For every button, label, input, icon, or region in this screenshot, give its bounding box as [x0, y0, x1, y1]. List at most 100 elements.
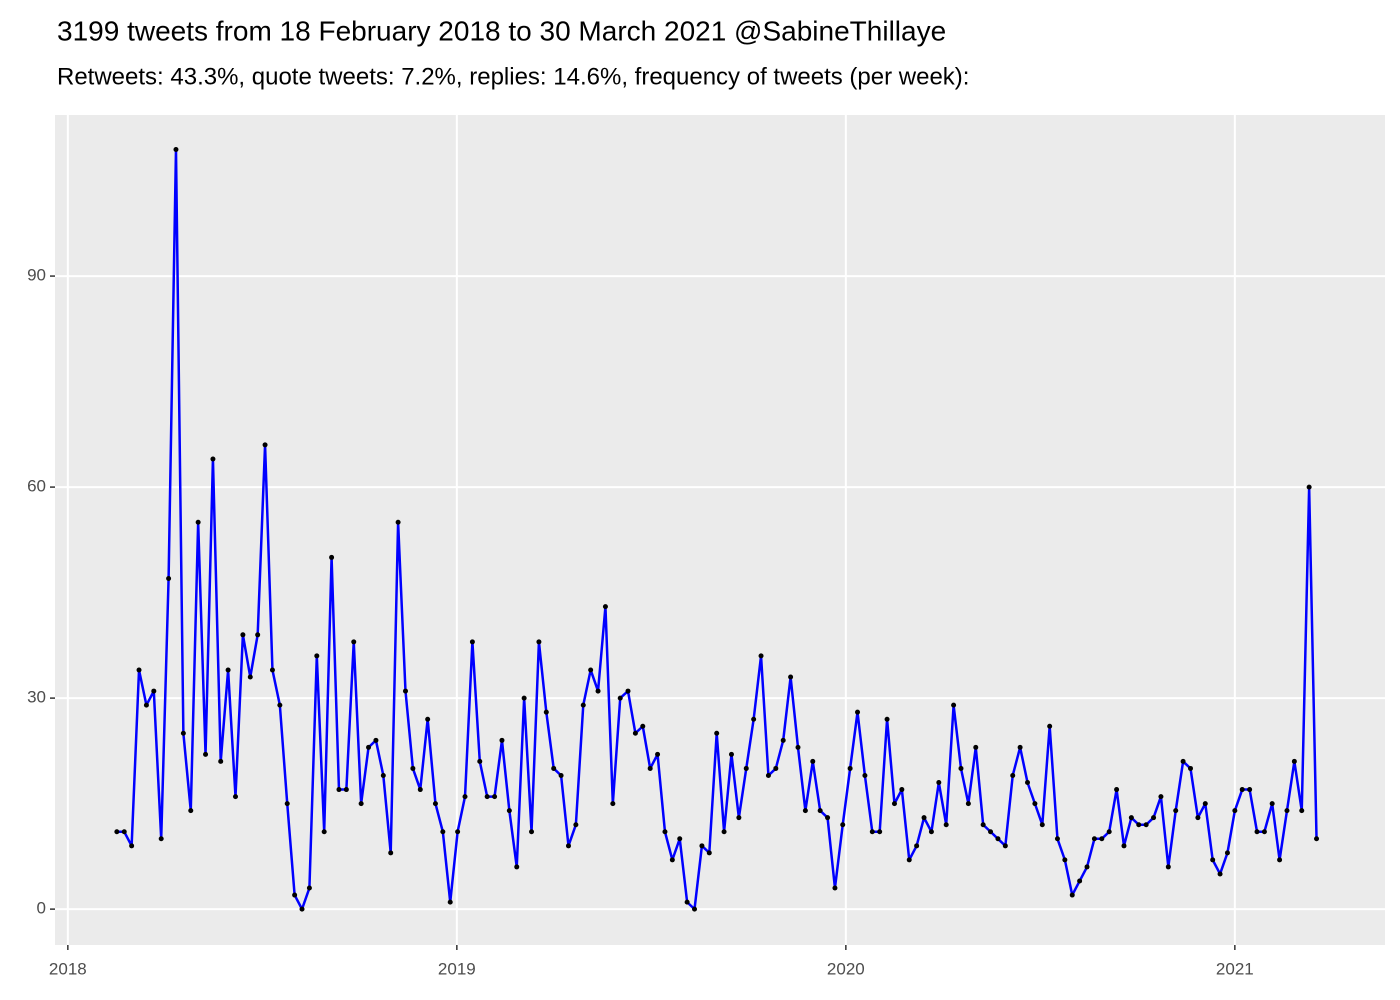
data-point: [1077, 878, 1083, 884]
data-point: [299, 906, 305, 912]
data-point: [1069, 892, 1075, 898]
data-point: [440, 829, 446, 835]
data-point: [284, 801, 290, 807]
data-point: [802, 808, 808, 814]
data-point: [580, 702, 586, 708]
data-point: [455, 829, 461, 835]
data-point: [321, 829, 327, 835]
data-point: [306, 885, 312, 891]
data-point: [543, 709, 549, 715]
data-point: [951, 702, 957, 708]
data-point: [521, 695, 527, 701]
data-point: [203, 751, 209, 757]
data-point: [558, 772, 564, 778]
data-point: [292, 892, 298, 898]
data-point: [958, 765, 964, 771]
data-point: [780, 737, 786, 743]
data-point: [1099, 836, 1105, 842]
data-point: [1047, 723, 1053, 729]
data-point: [1143, 822, 1149, 828]
data-point: [1180, 758, 1186, 764]
data-point: [1173, 808, 1179, 814]
data-point: [255, 632, 261, 638]
data-point: [736, 815, 742, 821]
data-point: [343, 787, 349, 793]
data-point: [314, 653, 320, 659]
data-point: [1032, 801, 1038, 807]
data-point: [1158, 794, 1164, 800]
data-point: [1187, 765, 1193, 771]
data-point: [936, 780, 942, 786]
data-point: [1062, 857, 1068, 863]
data-point: [158, 836, 164, 842]
data-point: [173, 146, 179, 152]
data-point: [195, 519, 201, 525]
data-point: [366, 744, 372, 750]
data-point: [595, 688, 601, 694]
data-point: [699, 843, 705, 849]
data-point: [1010, 772, 1016, 778]
data-point: [410, 765, 416, 771]
data-point: [447, 899, 453, 905]
data-point: [247, 674, 253, 680]
data-point: [973, 744, 979, 750]
data-point: [573, 822, 579, 828]
data-point: [669, 857, 675, 863]
data-point: [1217, 871, 1223, 877]
data-point: [765, 772, 771, 778]
data-point: [1232, 808, 1238, 814]
data-point: [788, 674, 794, 680]
data-point: [166, 576, 172, 582]
data-point: [136, 667, 142, 673]
data-point: [743, 765, 749, 771]
data-point: [943, 822, 949, 828]
data-point: [869, 829, 875, 835]
data-point: [721, 829, 727, 835]
y-tick-label: 0: [37, 899, 46, 918]
data-point: [632, 730, 638, 736]
data-point: [351, 639, 357, 645]
data-point: [484, 794, 490, 800]
data-point: [677, 836, 683, 842]
data-point: [402, 688, 408, 694]
data-point: [965, 801, 971, 807]
data-point: [1299, 808, 1305, 814]
data-point: [210, 456, 216, 462]
data-point: [891, 801, 897, 807]
data-point: [988, 829, 994, 835]
y-tick-label: 90: [27, 266, 46, 285]
data-point: [588, 667, 594, 673]
data-point: [240, 632, 246, 638]
data-point: [329, 554, 335, 560]
x-tick-label: 2019: [438, 959, 476, 978]
data-point: [928, 829, 934, 835]
data-point: [758, 653, 764, 659]
data-point: [728, 751, 734, 757]
data-point: [602, 604, 608, 610]
data-point: [492, 794, 498, 800]
data-point: [1224, 850, 1230, 856]
data-point: [810, 758, 816, 764]
data-point: [1091, 836, 1097, 842]
data-point: [899, 787, 905, 793]
data-point: [1306, 484, 1312, 490]
plot-panel: [55, 115, 1385, 945]
data-point: [180, 730, 186, 736]
data-point: [1084, 864, 1090, 870]
data-point: [1202, 801, 1208, 807]
data-point: [536, 639, 542, 645]
data-point: [640, 723, 646, 729]
data-point: [1002, 843, 1008, 849]
data-point: [388, 850, 394, 856]
data-point: [840, 822, 846, 828]
x-tick-label: 2018: [49, 959, 87, 978]
data-point: [1284, 808, 1290, 814]
data-point: [1114, 787, 1120, 793]
data-point: [692, 906, 698, 912]
data-point: [1247, 787, 1253, 793]
data-point: [921, 815, 927, 821]
data-point: [143, 702, 149, 708]
data-point: [1269, 801, 1275, 807]
data-point: [1128, 815, 1134, 821]
